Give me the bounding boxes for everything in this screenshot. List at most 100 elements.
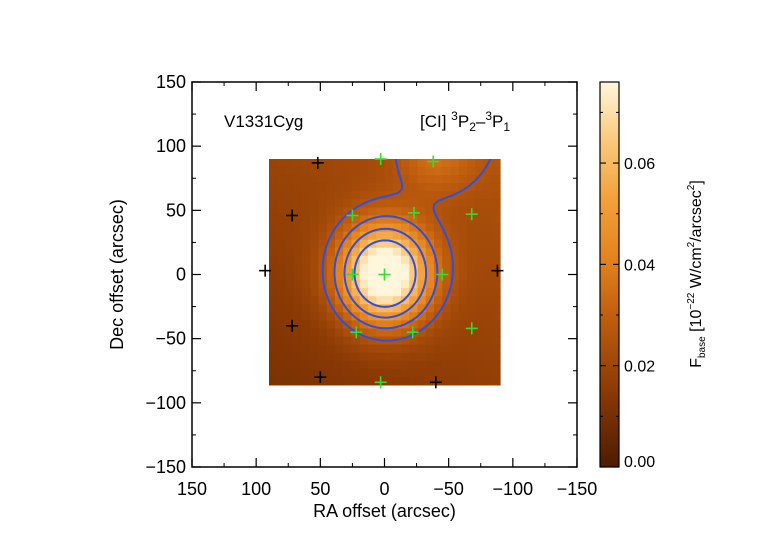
map-pixel — [293, 191, 303, 200]
map-pixel — [442, 175, 452, 184]
map-pixel — [491, 263, 501, 273]
map-pixel — [417, 199, 427, 208]
map-pixel — [384, 183, 394, 192]
map-pixel — [401, 263, 410, 273]
map-pixel — [376, 255, 386, 265]
map-pixel — [351, 247, 361, 257]
map-pixel — [491, 167, 501, 176]
map-pixel — [318, 215, 328, 225]
map-pixel — [417, 376, 427, 386]
map-pixel — [343, 159, 353, 168]
map-pixel — [450, 167, 460, 176]
map-pixel — [475, 320, 485, 329]
map-pixel — [302, 288, 311, 297]
map-pixel — [302, 247, 311, 257]
map-pixel — [302, 296, 311, 305]
map-pixel — [351, 376, 361, 386]
map-pixel — [434, 376, 443, 386]
map-pixel — [409, 304, 419, 313]
map-pixel — [425, 255, 435, 265]
map-pixel — [368, 280, 377, 289]
map-pixel — [450, 288, 460, 297]
map-pixel — [467, 360, 476, 370]
map-pixel — [368, 376, 377, 386]
map-pixel — [401, 159, 410, 168]
map-pixel — [302, 207, 311, 217]
map-pixel — [351, 255, 361, 265]
map-pixel — [335, 199, 344, 208]
map-pixel — [269, 336, 278, 346]
map-pixel — [467, 191, 476, 200]
map-pixel — [351, 320, 361, 329]
map-pixel — [376, 288, 386, 297]
map-pixel — [491, 304, 501, 313]
map-pixel — [417, 280, 427, 289]
map-pixel — [376, 263, 386, 273]
map-pixel — [269, 296, 278, 305]
map-pixel — [285, 336, 295, 346]
map-pixel — [285, 191, 295, 200]
map-pixel — [425, 223, 435, 233]
map-pixel — [302, 304, 311, 313]
map-pixel — [310, 207, 320, 217]
map-pixel — [343, 296, 353, 305]
map-pixel — [326, 352, 336, 362]
colorbar-tick-label: 0.02 — [624, 359, 655, 376]
map-pixel — [401, 223, 410, 233]
y-tick-label: −100 — [145, 393, 186, 413]
map-pixel — [368, 344, 377, 354]
map-pixel — [475, 296, 485, 305]
map-pixel — [483, 352, 493, 362]
map-pixel — [368, 199, 377, 208]
map-pixel — [392, 175, 402, 184]
map-pixel — [491, 199, 501, 208]
map-pixel — [277, 296, 287, 305]
map-pixel — [293, 296, 303, 305]
map-pixel — [467, 271, 476, 281]
map-pixel — [450, 247, 460, 257]
off-source-position-marker — [259, 264, 272, 277]
map-pixel — [491, 360, 501, 370]
map-pixel — [343, 207, 353, 217]
map-pixel — [335, 215, 344, 225]
map-pixel — [425, 328, 435, 338]
map-pixel — [458, 336, 468, 346]
map-pixel — [401, 336, 410, 346]
map-pixel — [425, 360, 435, 370]
map-pixel — [458, 312, 468, 321]
map-pixel — [326, 215, 336, 225]
map-pixel — [417, 336, 427, 346]
map-pixel — [293, 199, 303, 208]
map-pixel — [368, 223, 377, 233]
map-pixel — [269, 304, 278, 313]
map-pixel — [442, 328, 452, 338]
map-pixel — [458, 167, 468, 176]
map-pixel — [359, 167, 369, 176]
map-pixel — [442, 320, 452, 329]
map-pixel — [483, 255, 493, 265]
map-pixel — [343, 344, 353, 354]
map-pixel — [318, 288, 328, 297]
map-pixel — [359, 376, 369, 386]
map-pixel — [359, 344, 369, 354]
map-pixel — [450, 183, 460, 192]
map-pixel — [302, 175, 311, 184]
colorbar-axis: 0.00 0.02 0.04 0.06 — [600, 111, 655, 471]
map-pixel — [475, 231, 485, 241]
map-pixel — [409, 183, 419, 192]
off-source-position-marker — [286, 319, 299, 332]
map-pixel — [401, 247, 410, 257]
map-pixel — [491, 352, 501, 362]
map-pixel — [450, 271, 460, 281]
colorbar-tick-label: 0.06 — [624, 156, 655, 173]
map-pixel — [310, 167, 320, 176]
map-pixel — [376, 199, 386, 208]
map-pixel — [335, 320, 344, 329]
map-pixel — [417, 320, 427, 329]
map-pixel — [392, 183, 402, 192]
map-pixel — [475, 336, 485, 346]
line-label: [CI] 3P2–3P1 — [420, 109, 510, 134]
map-pixel — [475, 288, 485, 297]
map-pixel — [409, 312, 419, 321]
map-pixel — [351, 304, 361, 313]
